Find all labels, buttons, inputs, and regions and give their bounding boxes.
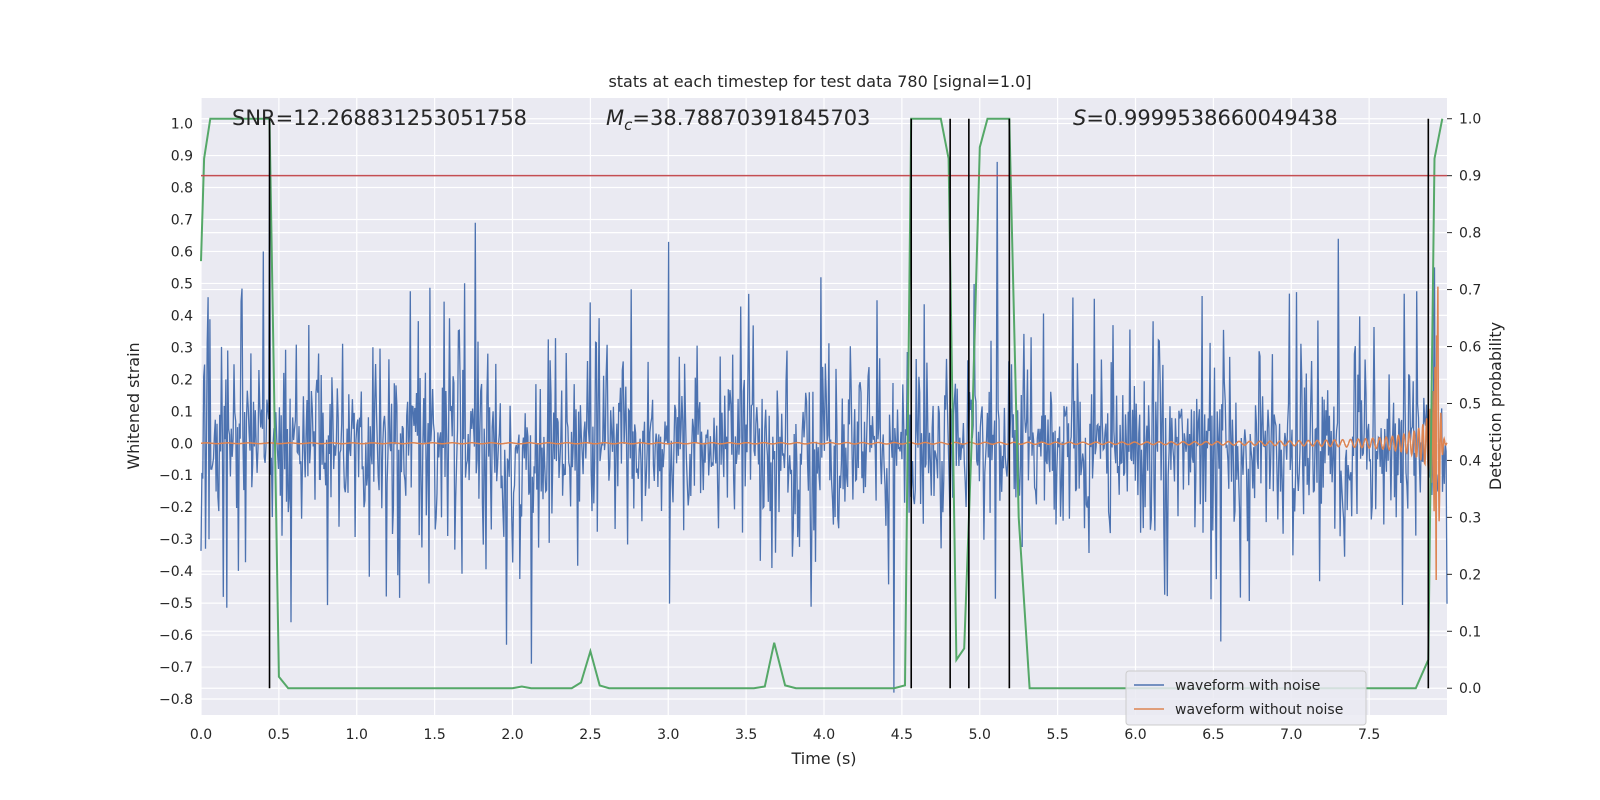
x-tick-label: 7.0	[1280, 727, 1302, 743]
y-tick-label: −0.7	[159, 660, 193, 676]
x-tick-label: 4.0	[813, 727, 835, 743]
mc-value: =38.78870391845703	[632, 106, 870, 130]
x-tick-label: 4.5	[891, 727, 913, 743]
y-tick-label: 0.2	[171, 372, 193, 388]
y-tick-label: −0.4	[159, 564, 193, 580]
series-detection-probability	[200, 117, 1444, 690]
x-tick-label: 3.5	[735, 727, 757, 743]
legend: waveform with noise waveform without noi…	[1125, 670, 1367, 726]
x-tick-label: 1.5	[423, 727, 445, 743]
legend-label-waveform-with-noise: waveform with noise	[1175, 678, 1320, 694]
x-tick-label: 0.5	[268, 727, 290, 743]
legend-label-waveform-without-noise: waveform without noise	[1175, 702, 1343, 718]
right-y-tick-label: 0.0	[1459, 681, 1481, 697]
legend-box	[1125, 670, 1367, 726]
y-tick-label: −0.3	[159, 532, 193, 548]
right-y-tick-label: 0.8	[1459, 226, 1481, 242]
snr-annotation: SNR=12.268831253051758	[232, 106, 527, 130]
mc-symbol: M	[606, 106, 624, 130]
right-y-tick-label: 0.9	[1459, 169, 1481, 185]
plot-area	[200, 98, 1448, 715]
x-tick-label: 6.0	[1124, 727, 1146, 743]
y-tick-label: −0.5	[159, 596, 193, 612]
s-value: =0.9999538660049438	[1086, 106, 1337, 130]
y-tick-label: −0.6	[159, 628, 193, 644]
y-tick-label: −0.8	[159, 692, 193, 708]
y-tick-label: 0.7	[171, 212, 193, 228]
right-y-tick-label: 0.4	[1459, 453, 1481, 469]
right-y-axis-ticks: 0.0 0.1 0.2 0.3 0.4 0.5 0.6 0.7 0.8 0.9 1.0	[1447, 112, 1481, 697]
annotations: SNR=12.268831253051758 Mc=38.78870391845…	[232, 106, 1338, 134]
x-axis-ticks: 0.0 0.5 1.0 1.5 2.0 2.5 3.0 3.5 4.0 4.5 5.0 5.5 6.0 6…	[190, 727, 1380, 743]
y-tick-label: 0.9	[171, 149, 193, 165]
x-tick-label: 1.0	[346, 727, 368, 743]
right-y-tick-label: 0.5	[1459, 396, 1481, 412]
right-y-tick-label: 0.6	[1459, 340, 1481, 356]
y-tick-label: −0.1	[159, 468, 193, 484]
x-tick-label: 3.0	[657, 727, 679, 743]
right-y-tick-label: 0.3	[1459, 510, 1481, 526]
right-y-tick-label: 1.0	[1459, 112, 1481, 128]
y-tick-label: 0.0	[171, 436, 193, 452]
x-tick-label: 0.0	[190, 727, 212, 743]
right-y-tick-label: 0.2	[1459, 567, 1481, 583]
right-y-tick-label: 0.7	[1459, 283, 1481, 299]
x-tick-label: 5.5	[1046, 727, 1068, 743]
chart-title: stats at each timestep for test data 780…	[608, 72, 1031, 91]
y-axis-label: Whitened strain	[124, 342, 143, 469]
mc-annotation: Mc=38.78870391845703	[606, 106, 870, 134]
series-waveform-with-noise	[200, 161, 1448, 693]
y-tick-label: 0.1	[171, 404, 193, 420]
y-tick-label: 0.5	[171, 276, 193, 292]
vertical-lines	[268, 118, 1430, 689]
x-tick-label: 6.5	[1202, 727, 1224, 743]
y-tick-label: 0.6	[171, 244, 193, 260]
y-axis-ticks: −0.8 −0.7 −0.6 −0.5 −0.4 −0.3 −0.2 −0.1 0.0 0.1 0.…	[159, 117, 193, 708]
x-axis-label: Time (s)	[790, 749, 856, 768]
y-tick-label: −0.2	[159, 500, 193, 516]
clean-waveform-line	[201, 286, 1448, 581]
y-tick-label: 0.3	[171, 340, 193, 356]
y-tick-label: 0.8	[171, 181, 193, 197]
s-symbol: S	[1073, 106, 1086, 130]
x-tick-label: 2.5	[579, 727, 601, 743]
x-tick-label: 7.5	[1358, 727, 1380, 743]
right-y-tick-label: 0.1	[1459, 624, 1481, 640]
series-waveform-without-noise	[201, 286, 1448, 581]
mc-subscript: c	[624, 116, 633, 134]
right-y-axis-label: Detection probability	[1486, 322, 1505, 490]
y-tick-label: 0.4	[171, 308, 193, 324]
x-tick-label: 2.0	[501, 727, 523, 743]
y-tick-label: 1.0	[171, 117, 193, 133]
x-tick-label: 5.0	[969, 727, 991, 743]
noisy-waveform-line	[200, 161, 1448, 693]
s-annotation: S=0.9999538660049438	[1073, 106, 1338, 130]
detection-probability-line	[200, 117, 1444, 690]
